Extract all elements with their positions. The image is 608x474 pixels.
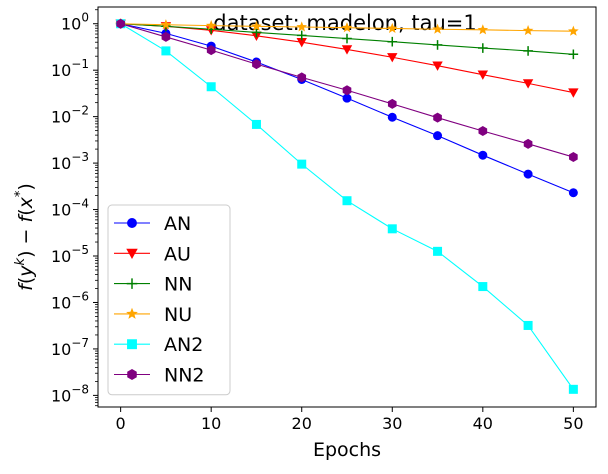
x-tick-label: 50 [563, 414, 583, 433]
data-point-square [433, 246, 443, 256]
legend-box [107, 204, 231, 396]
legend-label: AU [164, 243, 191, 265]
legend-item-an2: AN2 [114, 334, 203, 356]
y-axis-label: f(yk) − f(x*) [13, 183, 37, 291]
data-point-star [126, 307, 138, 319]
series-layer [115, 18, 579, 394]
data-point-circle [523, 169, 533, 179]
data-point-circle [342, 93, 352, 103]
y-tick-label: 10−1 [51, 57, 89, 80]
data-point-circle [433, 131, 443, 141]
data-point-triangle [296, 38, 307, 48]
data-point-circle [127, 218, 137, 228]
data-point-plus [251, 27, 262, 38]
plot-frame [97, 6, 597, 408]
data-point-square [387, 224, 397, 234]
y-tick-label: 10−2 [51, 104, 89, 127]
data-point-square [127, 339, 137, 350]
y-tick-label: 10−7 [51, 336, 89, 359]
data-point-plus [432, 40, 443, 50]
data-point-circle [387, 112, 397, 122]
svg-text:f(yk) − f(x*): f(yk) − f(x*) [13, 183, 37, 291]
data-point-star [386, 22, 398, 34]
x-tick-label: 40 [473, 414, 493, 433]
data-point-star [296, 21, 308, 32]
data-point-hexagon [206, 45, 216, 56]
data-point-hexagon [569, 152, 578, 163]
data-point-triangle [387, 53, 398, 63]
data-point-triangle [126, 248, 138, 260]
data-point-square [568, 384, 578, 394]
data-point-square [161, 46, 171, 56]
legend-item-an: AN [114, 213, 191, 235]
data-point-square [523, 320, 533, 330]
data-point-circle [478, 150, 488, 160]
data-point-hexagon [127, 369, 137, 380]
data-point-plus [523, 46, 533, 56]
x-tick-label: 20 [292, 414, 312, 433]
data-point-hexagon [161, 31, 171, 42]
y-tick-label: 10−4 [51, 197, 89, 220]
data-point-triangle [341, 45, 353, 55]
x-tick-label: 30 [382, 414, 402, 433]
legend-item-nu: NU [114, 304, 192, 326]
legend-label: NN2 [164, 365, 205, 387]
data-point-hexagon [252, 59, 261, 70]
y-tick-label: 100 [61, 11, 89, 34]
x-axis-ticks: 0 10 20 30 40 50 [116, 407, 584, 433]
data-point-star [251, 20, 262, 31]
legend-label: AN2 [164, 334, 203, 356]
data-point-star [205, 20, 217, 31]
series-nn2 [116, 18, 578, 163]
data-point-star [477, 24, 489, 35]
data-point-triangle [477, 70, 489, 80]
data-point-square [478, 282, 488, 292]
data-point-square [251, 119, 261, 129]
y-tick-label: 10−5 [51, 243, 89, 266]
data-point-square [297, 159, 307, 169]
data-point-star [522, 25, 534, 36]
y-tick-label: 10−6 [51, 289, 89, 312]
data-point-star [568, 25, 579, 36]
data-point-plus [296, 30, 307, 41]
y-tick-label: 10−8 [51, 382, 89, 405]
series-nn [115, 18, 579, 60]
data-point-plus [478, 43, 488, 53]
data-point-star [341, 22, 353, 33]
data-point-hexagon [297, 72, 307, 83]
data-point-hexagon [116, 18, 125, 29]
legend-label: AN [164, 213, 191, 235]
legend: AN AU NN NU AN2 NN2 [107, 204, 231, 396]
data-point-hexagon [342, 85, 352, 96]
legend-label: NU [164, 304, 192, 326]
x-tick-label: 10 [201, 414, 221, 433]
data-point-hexagon [478, 126, 488, 137]
data-point-square [206, 82, 216, 92]
data-point-star [160, 19, 172, 30]
data-point-hexagon [523, 138, 533, 149]
data-point-triangle [522, 79, 534, 89]
data-point-triangle [568, 88, 579, 98]
data-point-square [342, 196, 352, 206]
x-tick-label: 0 [116, 414, 126, 433]
y-axis-ticks: 100 10−1 10−2 10−3 10−4 10−5 10−6 10−7 10−8 [51, 9, 98, 407]
data-point-circle [568, 188, 578, 198]
data-point-plus [387, 36, 398, 47]
data-point-plus [568, 49, 579, 60]
x-axis-label: Epochs [313, 439, 381, 461]
legend-item-nn: NN [114, 274, 192, 296]
legend-item-au: AU [114, 243, 191, 265]
y-tick-label: 10−3 [51, 150, 89, 173]
legend-label: NN [164, 274, 192, 296]
data-point-plus [342, 33, 352, 44]
data-point-star [432, 23, 443, 34]
data-point-hexagon [387, 98, 397, 109]
data-point-hexagon [433, 112, 442, 123]
legend-item-nn2: NN2 [114, 365, 205, 387]
data-point-triangle [432, 61, 443, 71]
data-point-plus [126, 278, 138, 289]
